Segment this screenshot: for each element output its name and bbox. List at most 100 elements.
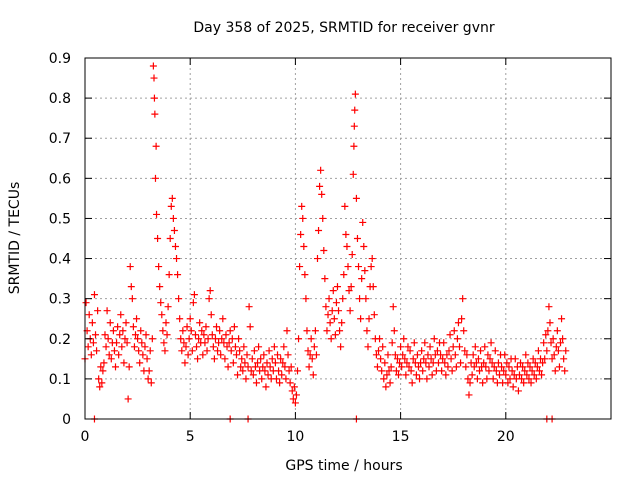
- data-point: [498, 363, 506, 371]
- data-point: [449, 343, 457, 351]
- data-point: [372, 351, 380, 359]
- data-point: [239, 367, 247, 375]
- data-point: [514, 387, 522, 395]
- data-point: [308, 355, 316, 363]
- data-point: [437, 351, 445, 359]
- data-point: [84, 343, 92, 351]
- data-point: [207, 311, 215, 319]
- data-point: [303, 327, 311, 335]
- data-point: [157, 299, 165, 307]
- data-point: [433, 347, 441, 355]
- data-point: [235, 335, 243, 343]
- data-point: [456, 343, 464, 351]
- data-point: [471, 343, 479, 351]
- data-point: [150, 74, 158, 82]
- data-point: [143, 355, 151, 363]
- data-point: [126, 263, 134, 271]
- data-point: [534, 347, 542, 355]
- data-point: [504, 379, 512, 387]
- data-point: [390, 327, 398, 335]
- data-point: [530, 371, 538, 379]
- data-point: [264, 371, 272, 379]
- data-point: [526, 363, 534, 371]
- data-point: [389, 303, 397, 311]
- x-tick-label: 20: [497, 429, 515, 445]
- data-point: [560, 355, 568, 363]
- data-point: [459, 295, 467, 303]
- data-point: [163, 331, 171, 339]
- data-point: [453, 335, 461, 343]
- data-point: [546, 319, 554, 327]
- data-point: [541, 355, 549, 363]
- data-point: [487, 339, 495, 347]
- data-point: [313, 255, 321, 263]
- data-point: [305, 363, 313, 371]
- data-point: [185, 335, 193, 343]
- data-point: [547, 339, 555, 347]
- data-point: [418, 347, 426, 355]
- data-point: [116, 331, 124, 339]
- data-point: [473, 375, 481, 383]
- data-point: [302, 295, 310, 303]
- y-tick-label: 0.2: [49, 332, 71, 348]
- data-point: [403, 359, 411, 367]
- data-point: [219, 315, 227, 323]
- data-point: [360, 243, 368, 251]
- data-point: [226, 327, 234, 335]
- data-point: [438, 367, 446, 375]
- data-point: [237, 363, 245, 371]
- data-point: [558, 315, 566, 323]
- data-point: [555, 363, 563, 371]
- data-point: [535, 367, 543, 375]
- data-point: [357, 315, 365, 323]
- data-point: [466, 379, 474, 387]
- data-point: [336, 327, 344, 335]
- chart-title: Day 358 of 2025, SRMTID for receiver gvn…: [193, 20, 494, 36]
- data-point: [533, 363, 541, 371]
- data-point: [329, 287, 337, 295]
- data-point: [246, 323, 254, 331]
- data-point: [401, 355, 409, 363]
- data-point: [281, 363, 289, 371]
- data-point: [298, 202, 306, 210]
- data-point: [158, 311, 166, 319]
- data-point: [545, 303, 553, 311]
- data-point: [351, 90, 359, 98]
- data-point: [525, 375, 533, 383]
- data-point: [342, 230, 350, 238]
- x-tick-label: 0: [81, 429, 90, 445]
- data-point: [179, 327, 187, 335]
- data-point: [224, 363, 232, 371]
- data-point: [255, 343, 263, 351]
- data-point: [445, 347, 453, 355]
- data-point: [205, 295, 213, 303]
- data-point: [462, 363, 470, 371]
- data-point: [115, 351, 123, 359]
- data-point: [396, 359, 404, 367]
- data-point: [274, 351, 282, 359]
- data-point: [98, 379, 106, 387]
- data-point: [147, 379, 155, 387]
- data-point: [222, 331, 230, 339]
- data-point: [356, 295, 364, 303]
- data-point: [517, 359, 525, 367]
- data-point: [331, 331, 339, 339]
- data-point: [482, 363, 490, 371]
- data-point: [275, 367, 283, 375]
- data-point: [428, 371, 436, 379]
- data-point: [328, 307, 336, 315]
- data-point: [484, 351, 492, 359]
- data-point: [327, 335, 335, 343]
- data-point: [96, 383, 104, 391]
- data-point: [285, 367, 293, 375]
- data-point: [270, 343, 278, 351]
- data-point: [528, 367, 536, 375]
- data-point: [146, 347, 154, 355]
- data-point: [529, 355, 537, 363]
- data-point: [134, 335, 142, 343]
- data-point: [296, 263, 304, 271]
- data-point: [93, 347, 101, 355]
- data-point: [406, 347, 414, 355]
- x-tick-label: 15: [392, 429, 410, 445]
